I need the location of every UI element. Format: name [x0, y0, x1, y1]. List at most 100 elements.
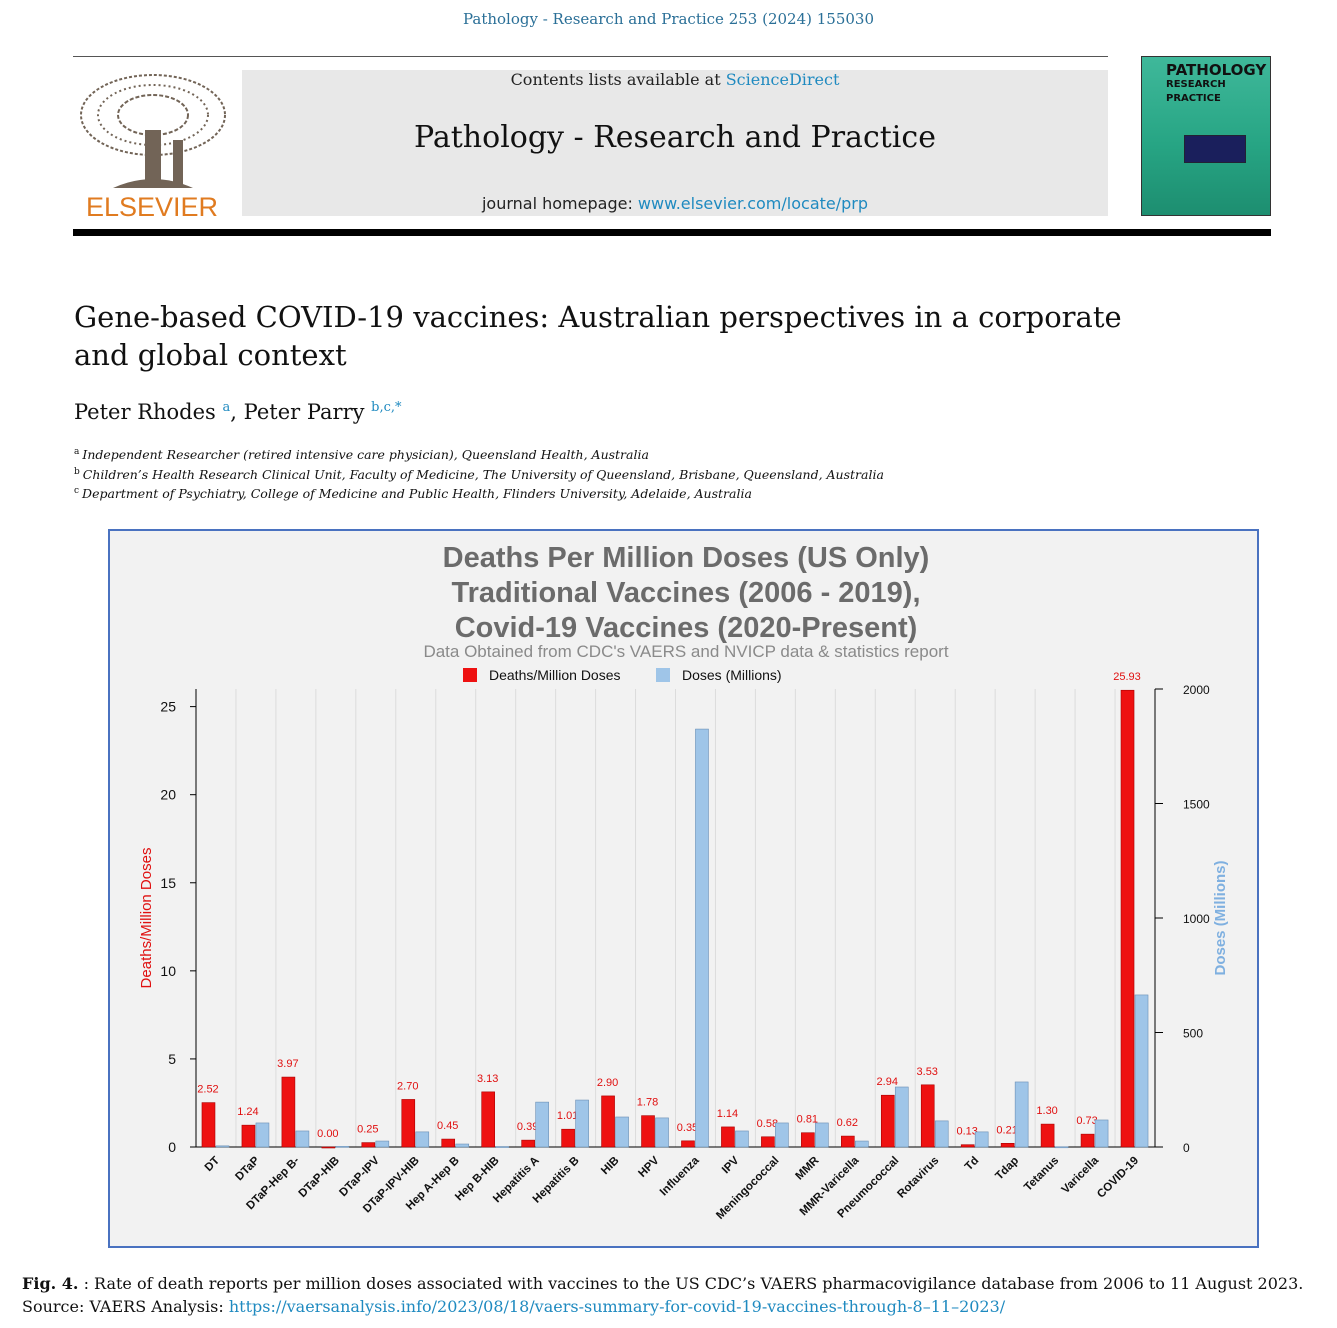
bar [455, 1143, 470, 1148]
bar [361, 1142, 376, 1148]
bar [295, 1130, 310, 1148]
homepage-link[interactable]: www.elsevier.com/locate/prp [637, 194, 869, 213]
value-label: 0.39 [517, 1121, 538, 1133]
bar [521, 1139, 535, 1148]
bar [775, 1122, 789, 1148]
author: Peter Parry b,c,* [230, 400, 401, 424]
citation: Pathology - Research and Practice 253 (2… [462, 10, 875, 28]
homepage-prefix: journal homepage: [481, 194, 633, 213]
bar [215, 1145, 230, 1148]
affil-text: Children’s Health Research Clinical Unit… [82, 467, 884, 483]
y2-tick-label: 0 [1183, 1141, 1190, 1155]
y-tick-label: 0 [168, 1139, 176, 1155]
bar [721, 1126, 735, 1148]
bar [255, 1122, 270, 1148]
value-label: 0.81 [797, 1114, 818, 1126]
chart-subtitle: Data Obtained from CDC's VAERS and NVICP… [423, 642, 948, 661]
value-label: 1.01 [557, 1110, 578, 1122]
author: Peter Rhodes a [74, 400, 230, 424]
legend-swatch [463, 668, 477, 682]
affil-text: Department of Psychiatry, College of Med… [82, 486, 752, 502]
x-tick-label: Varicella [1060, 1154, 1102, 1196]
bar [415, 1131, 430, 1148]
bar [481, 1091, 495, 1148]
x-tick-label: Influenza [658, 1154, 702, 1198]
x-tick-label: DTaP [233, 1154, 262, 1183]
value-label: 0.73 [1076, 1115, 1097, 1127]
bar [335, 1146, 350, 1148]
value-label: 0.45 [437, 1120, 458, 1132]
bar [1014, 1081, 1029, 1148]
value-label: 2.90 [597, 1077, 618, 1089]
legend-swatch [656, 668, 670, 682]
value-label: 0.21 [996, 1124, 1017, 1136]
x-tick-label: IPV [720, 1154, 742, 1176]
contents-prefix: Contents lists available at [510, 70, 721, 89]
bar [535, 1101, 549, 1148]
bar [894, 1086, 909, 1148]
x-tick-label: DT [203, 1155, 222, 1174]
author-affil[interactable]: b,c,* [371, 400, 402, 415]
affil-text: Independent Researcher (retired intensiv… [82, 447, 649, 463]
bar [960, 1144, 975, 1148]
y2-tick-label: 1000 [1183, 912, 1210, 926]
caption-label: Fig. 4. [22, 1274, 79, 1293]
bar [655, 1117, 669, 1148]
rule [73, 229, 1271, 236]
bar [920, 1084, 935, 1148]
value-label: 1.30 [1036, 1105, 1057, 1117]
value-label: 0.58 [757, 1118, 778, 1130]
bar [974, 1131, 989, 1148]
source-prefix: Source: VAERS Analysis: [22, 1297, 224, 1316]
bar [681, 1140, 695, 1148]
x-tick-label: Td [963, 1155, 981, 1173]
value-label: 0.13 [956, 1126, 977, 1138]
publisher-name: ELSEVIER [86, 192, 218, 220]
bar [375, 1140, 390, 1148]
x-tick-label: MMR [794, 1154, 822, 1182]
value-label: 25.93 [1113, 671, 1141, 683]
bar [1120, 689, 1135, 1148]
bar [855, 1140, 869, 1148]
author-affil[interactable]: a [222, 400, 231, 415]
x-tick-label: Tdap [993, 1155, 1021, 1183]
bar [615, 1116, 629, 1148]
legend-label: Doses (Millions) [682, 667, 782, 683]
y-axis-label: Deaths/Million Doses [138, 848, 155, 989]
bar [321, 1146, 336, 1149]
affiliation: a Independent Researcher (retired intensi… [74, 447, 649, 462]
x-tick-label: Tetanus [1022, 1155, 1061, 1194]
affiliation: c Department of Psychiatry, College of Me… [74, 486, 752, 501]
bar [1040, 1123, 1055, 1148]
figure: Deaths Per Million Doses (US Only) Tradit… [108, 529, 1259, 1248]
value-label: 1.14 [717, 1108, 738, 1120]
x-tick-label: HPV [636, 1154, 661, 1179]
bar [1094, 1119, 1109, 1148]
bar [695, 728, 709, 1148]
caption-text: : Rate of death reports per million dose… [83, 1274, 1304, 1293]
value-label: 0.35 [677, 1122, 698, 1134]
value-label: 2.52 [197, 1084, 218, 1096]
y-tick-label: 15 [160, 875, 176, 891]
journal-cover: PATHOLOGY RESEARCH PRACTICE [1141, 56, 1271, 216]
cover-text: RESEARCH [1166, 79, 1226, 90]
sciencedirect-link[interactable]: ScienceDirect [725, 70, 840, 89]
publisher-logo: ELSEVIER [80, 74, 226, 220]
value-label: 2.94 [877, 1076, 898, 1088]
bar [575, 1099, 589, 1148]
y-tick-label: 5 [168, 1051, 176, 1067]
source-link[interactable]: https://vaersanalysis.info/2023/08/18/va… [228, 1297, 1006, 1316]
y-tick-label: 20 [160, 787, 176, 803]
bar [880, 1094, 895, 1148]
affiliation: b Children’s Health Research Clinical Uni… [74, 467, 884, 482]
chart-title: Covid-19 Vaccines (2020-Present) [455, 612, 918, 644]
bar [815, 1122, 829, 1148]
bar [601, 1095, 615, 1148]
contents-line: Contents lists available at ScienceDirec… [242, 70, 1108, 89]
value-label: 3.53 [917, 1066, 938, 1078]
article-title: Gene-based COVID-19 vaccines: Australian… [74, 300, 1122, 372]
author-name: Peter Rhodes [74, 400, 216, 424]
bar [1054, 1146, 1069, 1149]
author-name: Peter Parry [243, 400, 365, 424]
